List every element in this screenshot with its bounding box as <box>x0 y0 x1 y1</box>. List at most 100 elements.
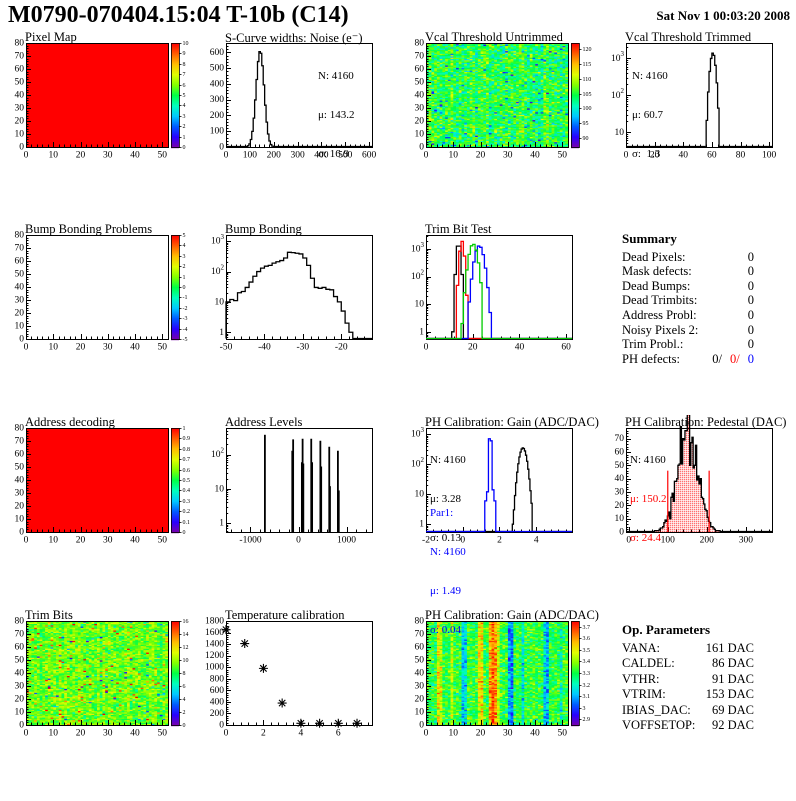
plot-vcal-untrimmed: Vcal Threshold Untrimmed <box>400 30 599 223</box>
op-row-caldel: CALDEL: 86 DAC <box>622 656 754 672</box>
address-levels-canvas <box>200 415 399 555</box>
op-label: VOFFSETOP: <box>622 718 696 732</box>
stat-entries: N: 4160 <box>630 454 666 466</box>
plot-title: Bump Bonding <box>225 222 302 236</box>
summary-heading: Summary <box>622 231 677 246</box>
summary-row-address-probl: Address Probl: 0 <box>622 308 754 323</box>
summary-row-noisy-pixels: Noisy Pixels 2: 0 <box>622 323 754 338</box>
op-label: IBIAS_DAC: <box>622 702 691 717</box>
stat-entries: N: 4160 <box>430 454 466 466</box>
ph-gain-map-canvas <box>400 608 599 748</box>
op-row-vana: VANA: 161 DAC <box>622 641 754 657</box>
plot-title: Bump Bonding Problems <box>25 222 153 236</box>
summary-row-trim-probl: Trim Probl.: 0 <box>622 337 754 352</box>
op-row-vtrim: VTRIM: 153 DAC <box>622 687 754 703</box>
stat-sigma: σ: 1.3 <box>632 148 661 160</box>
summary-row-dead-pixels: Dead Pixels: 0 <box>622 250 754 265</box>
summary-value: 0 <box>747 337 754 352</box>
ph-defects-blue: 0 <box>747 351 754 366</box>
summary-value: 0 <box>747 264 754 279</box>
op-row-ibias: IBIAS_DAC: 69 DAC <box>622 703 754 719</box>
stat-sigma: σ: 24.4 <box>630 532 661 544</box>
plot-trim-bit-test: Trim Bit Test <box>400 222 599 415</box>
op-value: 161 DAC <box>705 640 754 655</box>
plot-title: Temperature calibration <box>225 608 345 622</box>
stat-sigma: σ: 16.9 <box>318 148 349 160</box>
plot-ph-gain-map: PH Calibration: Gain (ADC/DAC) <box>400 608 599 801</box>
stats-box: N: 4160 μ: 143.2 σ: 16.9 <box>318 44 354 187</box>
plot-ph-pedestal: PH Calibration: Pedestal (DAC) N: 4160 μ… <box>600 415 796 608</box>
op-label: VTHR: <box>622 671 660 686</box>
plot-title: PH Calibration: Pedestal (DAC) <box>625 415 787 429</box>
stat-mean: μ: 143.2 <box>318 109 355 121</box>
bump-bonding-canvas <box>200 222 399 362</box>
op-value: 91 DAC <box>711 671 754 686</box>
plot-title: Trim Bit Test <box>425 222 492 236</box>
page-title: M0790-070404.15:04 T-10b (C14) <box>8 2 349 28</box>
summary-label: Mask defects: <box>622 264 692 279</box>
summary-row-ph-defects: PH defects: 0/0/0 <box>622 352 754 367</box>
summary-label: Dead Trimbits: <box>622 293 698 308</box>
op-label: VANA: <box>622 640 660 655</box>
summary-label: Dead Pixels: <box>622 249 686 264</box>
op-parameters-heading: Op. Parameters <box>622 622 711 637</box>
plot-scurve-noise: S-Curve widths: Noise (e⁻) N: 4160 μ: 14… <box>200 30 399 223</box>
trim-bit-test-canvas <box>400 222 599 362</box>
scurve-noise-canvas <box>200 30 399 170</box>
bump-problems-canvas <box>0 222 199 362</box>
plot-trim-bits-map: Trim Bits <box>0 608 199 801</box>
op-value: 69 DAC <box>711 702 754 717</box>
stat-entries: N: 4160 <box>632 70 668 82</box>
stat-mean: μ: 150.2 <box>630 493 667 505</box>
ph-pedestal-canvas <box>600 415 796 555</box>
plot-vcal-trimmed: Vcal Threshold Trimmed N: 4160 μ: 60.7 σ… <box>600 30 796 223</box>
stats-box: N: 4160 μ: 3.28 σ: 0.13 <box>430 428 466 571</box>
stat-entries: N: 4160 <box>318 70 354 82</box>
summary-panel: Summary Dead Pixels: 0 Mask defects: 0 Dea… <box>600 222 796 415</box>
plot-title: S-Curve widths: Noise (e⁻) <box>225 31 363 45</box>
plot-title: Address Levels <box>225 415 303 429</box>
ph-defects-red: 0/ <box>730 351 740 366</box>
summary-label: Dead Bumps: <box>622 278 691 293</box>
summary-value: 0 <box>747 293 754 308</box>
ph-gain-hist-canvas <box>400 415 599 555</box>
plot-bump-bonding: Bump Bonding <box>200 222 399 415</box>
plot-ph-gain-hist: PH Calibration: Gain (ADC/DAC) N: 4160 μ… <box>400 415 599 636</box>
summary-row-mask-defects: Mask defects: 0 <box>622 264 754 279</box>
plot-address-levels: Address Levels <box>200 415 399 608</box>
pixel-map-canvas <box>0 30 199 170</box>
stat-par1: Par1: <box>430 507 454 519</box>
test-report-page: { "header": { "title": "M0790-070404.15:… <box>0 2 796 748</box>
vcal-untrimmed-canvas <box>400 30 599 170</box>
summary-row-dead-bumps: Dead Bumps: 0 <box>622 279 754 294</box>
summary-label: Address Probl: <box>622 307 697 322</box>
stat-sigma: σ: 0.04 <box>430 624 461 636</box>
stat-mean: μ: 60.7 <box>632 109 663 121</box>
stats-box-par1: Par1: N: 4160 μ: 1.49 σ: 0.04 <box>430 481 466 663</box>
plot-title: Pixel Map <box>25 30 77 44</box>
address-decoding-canvas <box>0 415 199 555</box>
op-value: 92 DAC <box>711 718 754 732</box>
plot-bump-bonding-problems: Bump Bonding Problems <box>0 222 199 415</box>
op-label: CALDEL: <box>622 656 675 670</box>
op-row-voffsetop: VOFFSETOP: 92 DAC <box>622 718 754 734</box>
timestamp: Sat Nov 1 00:03:20 2008 <box>656 8 790 23</box>
op-parameters-content: Op. Parameters VANA: 161 DAC CALDEL: 86 DA… <box>622 622 754 734</box>
summary-value: 0 <box>747 307 754 322</box>
summary-label: Trim Probl.: <box>622 337 684 352</box>
op-row-vthr: VTHR: 91 DAC <box>622 672 754 688</box>
plot-title: PH Calibration: Gain (ADC/DAC) <box>425 608 599 622</box>
plot-pixel-map: Pixel Map <box>0 30 199 223</box>
plot-address-decoding: Address decoding <box>0 415 199 608</box>
stat-sigma: σ: 0.13 <box>430 532 461 544</box>
ph-defects-black: 0/ <box>712 351 723 366</box>
plot-title: PH Calibration: Gain (ADC/DAC) <box>425 415 599 429</box>
summary-value: 0 <box>747 249 754 264</box>
plot-temperature-calibration: Temperature calibration <box>200 608 399 801</box>
plot-title: Trim Bits <box>25 608 73 622</box>
stats-box: N: 4160 μ: 150.2 σ: 24.4 <box>630 428 666 571</box>
op-value: 153 DAC <box>705 687 754 701</box>
summary-label: Noisy Pixels 2: <box>622 322 699 337</box>
plot-title: Vcal Threshold Trimmed <box>625 30 752 44</box>
stat-mean: μ: 1.49 <box>430 585 461 597</box>
